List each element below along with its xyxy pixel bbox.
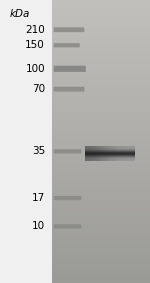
Bar <box>106 146 107 162</box>
Bar <box>128 146 129 162</box>
Bar <box>101 146 102 162</box>
Text: 150: 150 <box>25 40 45 50</box>
Bar <box>102 146 103 162</box>
FancyBboxPatch shape <box>54 224 81 229</box>
Bar <box>94 146 95 162</box>
Bar <box>116 146 117 162</box>
Bar <box>110 146 111 162</box>
Bar <box>0 0 52 283</box>
Bar <box>87 146 88 162</box>
Text: kDa: kDa <box>9 8 30 19</box>
Bar <box>122 146 123 162</box>
Bar <box>123 146 124 162</box>
Text: 70: 70 <box>32 84 45 94</box>
Bar <box>97 146 98 162</box>
Bar <box>119 146 120 162</box>
FancyBboxPatch shape <box>54 196 81 200</box>
Bar <box>126 146 127 162</box>
Text: 17: 17 <box>32 193 45 203</box>
FancyBboxPatch shape <box>54 27 84 32</box>
Bar <box>89 146 90 162</box>
FancyBboxPatch shape <box>54 66 86 72</box>
FancyBboxPatch shape <box>54 149 81 153</box>
Bar <box>130 146 131 162</box>
Bar <box>92 146 93 162</box>
Text: 10: 10 <box>32 221 45 231</box>
Bar <box>121 146 122 162</box>
Bar <box>85 146 86 162</box>
Bar <box>112 146 113 162</box>
Bar <box>113 146 114 162</box>
Bar <box>114 146 115 162</box>
Bar <box>105 146 106 162</box>
Bar <box>91 146 92 162</box>
Bar <box>100 146 101 162</box>
Bar <box>90 146 91 162</box>
FancyBboxPatch shape <box>54 87 84 91</box>
Bar <box>117 146 118 162</box>
Bar <box>118 146 119 162</box>
Bar <box>96 146 97 162</box>
Bar <box>133 146 134 162</box>
Bar <box>134 146 135 162</box>
Bar <box>93 146 94 162</box>
Bar <box>124 146 125 162</box>
Bar <box>86 146 87 162</box>
Bar <box>104 146 105 162</box>
Bar <box>115 146 116 162</box>
Bar <box>127 146 128 162</box>
Text: 35: 35 <box>32 146 45 156</box>
Bar <box>132 146 133 162</box>
Bar <box>125 146 126 162</box>
Bar <box>131 146 132 162</box>
Bar <box>129 146 130 162</box>
FancyBboxPatch shape <box>54 43 80 47</box>
Bar <box>88 146 89 162</box>
Bar <box>107 146 108 162</box>
Bar <box>108 146 109 162</box>
Bar <box>111 146 112 162</box>
Bar <box>98 146 99 162</box>
Bar <box>103 146 104 162</box>
Text: 100: 100 <box>25 64 45 74</box>
Text: 210: 210 <box>25 25 45 35</box>
Bar <box>120 146 121 162</box>
Bar <box>95 146 96 162</box>
